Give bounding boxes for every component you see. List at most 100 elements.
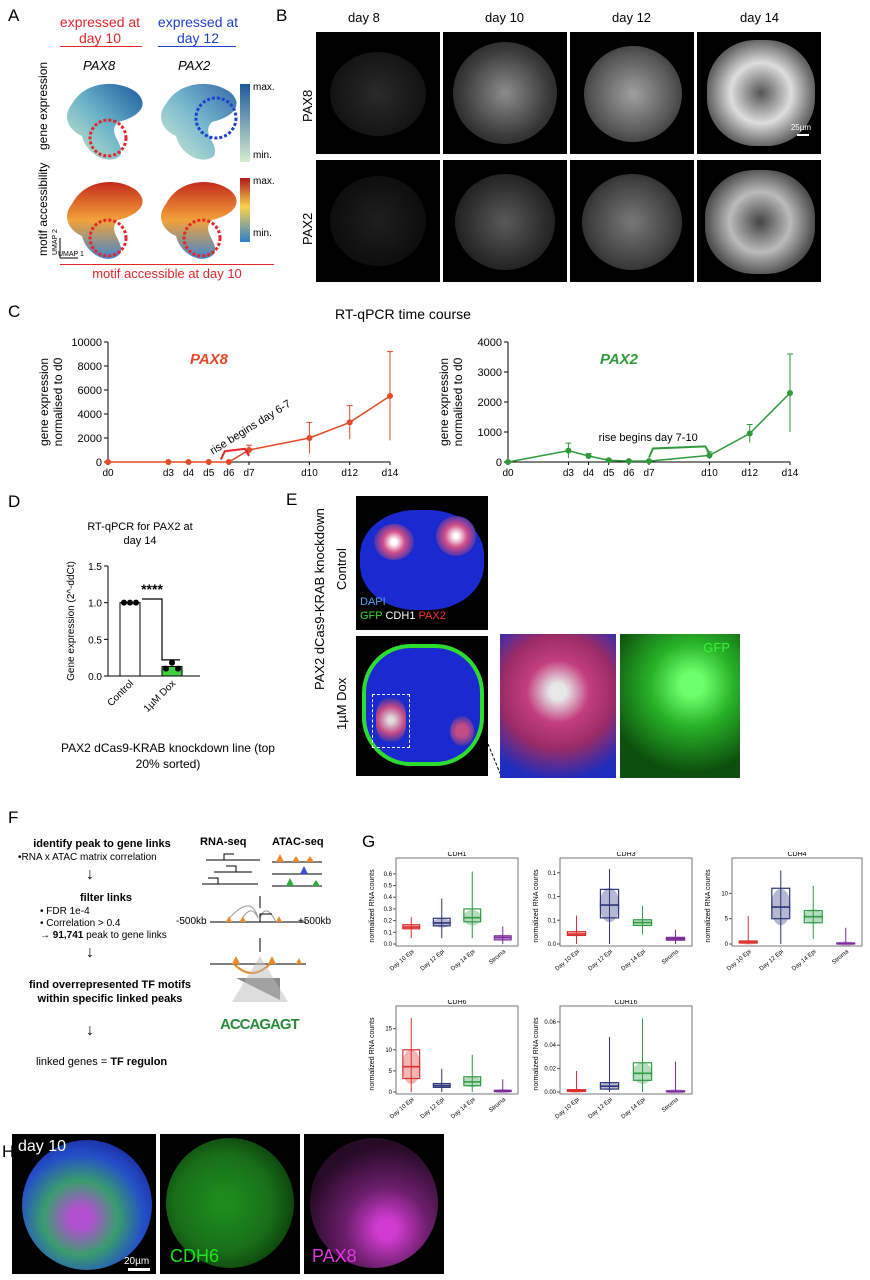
plot-frame [559,1005,693,1095]
f-step2: filter links [80,892,132,904]
x-tick-label: Day 14 Epi [620,949,646,972]
image-pax2-day8 [316,160,440,282]
x-tick-label: Day 10 Epi [554,949,580,972]
h-day-label: day 10 [18,1138,67,1155]
h-pax8-label: PAX8 [312,1246,357,1266]
y-tick-label: 0.1 [548,895,557,901]
footer-motif-accessible: motif accessible at day 10 [92,266,242,281]
y-tick-label: 1000 [478,427,502,439]
y-tick-label: 0.02 [544,1067,556,1073]
f-step2c: → 91,741 peak to gene links [40,930,167,941]
x-tick-label: Day 10 Epi [726,949,752,972]
c-title: RT-qPCR time course [335,306,471,322]
boxplot-cdh16: CDH16 normalized RNA counts 0.00 0.02 0.04 0.… [533,1000,693,1120]
y-axis-label-line1: gene expression [437,358,451,446]
x-tick-label: Day 12 Epi [587,1097,613,1120]
boxplot-cdh4: CDH4 normalized RNA counts 0 5 10 Day 10 Epi D… [705,852,863,972]
x-tick-label: Day 14 Epi [450,1097,476,1120]
y-axis-label: normalized RNA counts [533,869,540,943]
data-point [387,393,393,399]
umap-axes-arrows [59,238,78,259]
image-dox-zoom [500,634,616,778]
colorbar-max-label: max. [253,82,275,93]
chart-pax2-knockdown: 0.0 0.5 1.0 1.5 Gene expression (2^-ddCt) Con… [66,561,200,715]
series-line [507,392,791,463]
image-pax2-day14 [697,160,821,282]
x-tick-label: Stroma [831,949,850,966]
data-point [185,459,192,465]
h-scalebar-label: 20µm [124,1256,150,1267]
x-tick-label: d4 [583,468,595,479]
f-step2c-pre: → [40,930,53,941]
row-pax8: PAX8 [300,89,315,122]
data-point [565,447,572,454]
image-dox-organoid [356,636,488,776]
box [599,888,620,919]
y-tick-label: 2000 [478,397,502,409]
y-tick-label: 1.5 [88,562,102,573]
scalebar-label-25um: 25µm [790,123,811,132]
panel-label-a: A [8,6,20,25]
y-axis-label: Gene expression (2^-ddCt) [66,561,77,681]
x-tick-label: Day 12 Epi [420,1097,446,1120]
y-axis-label: gene expressionnormalised to d0 [437,357,465,446]
header-underline-red [60,46,142,47]
header-expressed-day10: expressed at day 10 [59,14,141,46]
x-tick-label: d10 [301,468,318,479]
chart-title: CDH3 [616,852,635,858]
x-tick-label: Day 12 Epi [587,949,613,972]
y-axis-label-line2: normalised to d0 [451,357,465,446]
x-tick-label: d3 [163,468,175,479]
plot-frame [731,857,863,947]
image-pax8-day14: 25µm [697,32,821,154]
umap-pax8-expression [67,83,143,160]
y-tick-label: 0.1 [548,918,557,924]
data-point [646,458,652,465]
x-tick-label: Control [106,678,137,709]
y-tick-label: 0.0 [384,942,393,948]
x-tick-label: d0 [102,468,114,479]
chart-title: PAX8 [190,351,229,368]
box [402,924,421,930]
row-label-gene-expression: gene expression [36,61,50,150]
umap-plots [59,83,250,259]
image-pax8-day10 [443,32,567,154]
image-dox-gfp: GFP [620,634,740,778]
f-arrow2: ↓ [86,944,94,961]
col-day8: day 8 [348,10,380,25]
boxplot-cdh6: CDH6 normalized RNA counts 0 5 10 15 Day 10 Ep… [369,1000,519,1120]
y-tick-label: 0.4 [384,895,393,901]
chart-title: CDH16 [615,1000,638,1006]
x-tick-label: Day 10 Epi [554,1097,580,1120]
col-day10: day 10 [485,10,525,25]
bar [161,665,183,677]
chart-title: PAX2 [600,351,639,368]
chart-title: CDH1 [447,852,466,858]
y-tick-label: 4000 [78,409,102,421]
footer-underline-red [60,264,274,265]
gene-label-pax2: PAX2 [178,58,211,73]
zoom-lines [488,634,502,778]
x-tick-label: d4 [183,468,195,479]
image-h-merge: day 10 20µm [12,1134,156,1274]
data-point [625,458,632,465]
y-tick-label: 0 [725,942,729,948]
y-tick-label: 0.1 [548,871,557,877]
gene-label-pax8: PAX8 [83,58,116,73]
f-step3: find overrepresented TF motifs within sp… [29,979,191,1005]
boxplot-cdh1: CDH1 normalized RNA counts 0.0 0.1 0.2 0.3 0.4… [369,852,519,972]
x-tick-label: d14 [382,468,399,479]
box [402,1049,421,1080]
x-tick-label: Day 10 Epi [389,949,415,972]
box [463,908,482,923]
y-tick-label: 0.06 [544,1020,556,1026]
f-atacseq-label: ATAC-seq [272,836,324,848]
x-tick-label: d0 [502,468,514,479]
data-point [175,665,181,672]
y-tick-label: 1.0 [88,599,102,610]
plot-frame [559,857,693,947]
f-minus500kb: -500kb [176,916,207,927]
umap1-label: UMAP 1 [58,251,84,258]
chart-title: CDH6 [447,1000,466,1006]
